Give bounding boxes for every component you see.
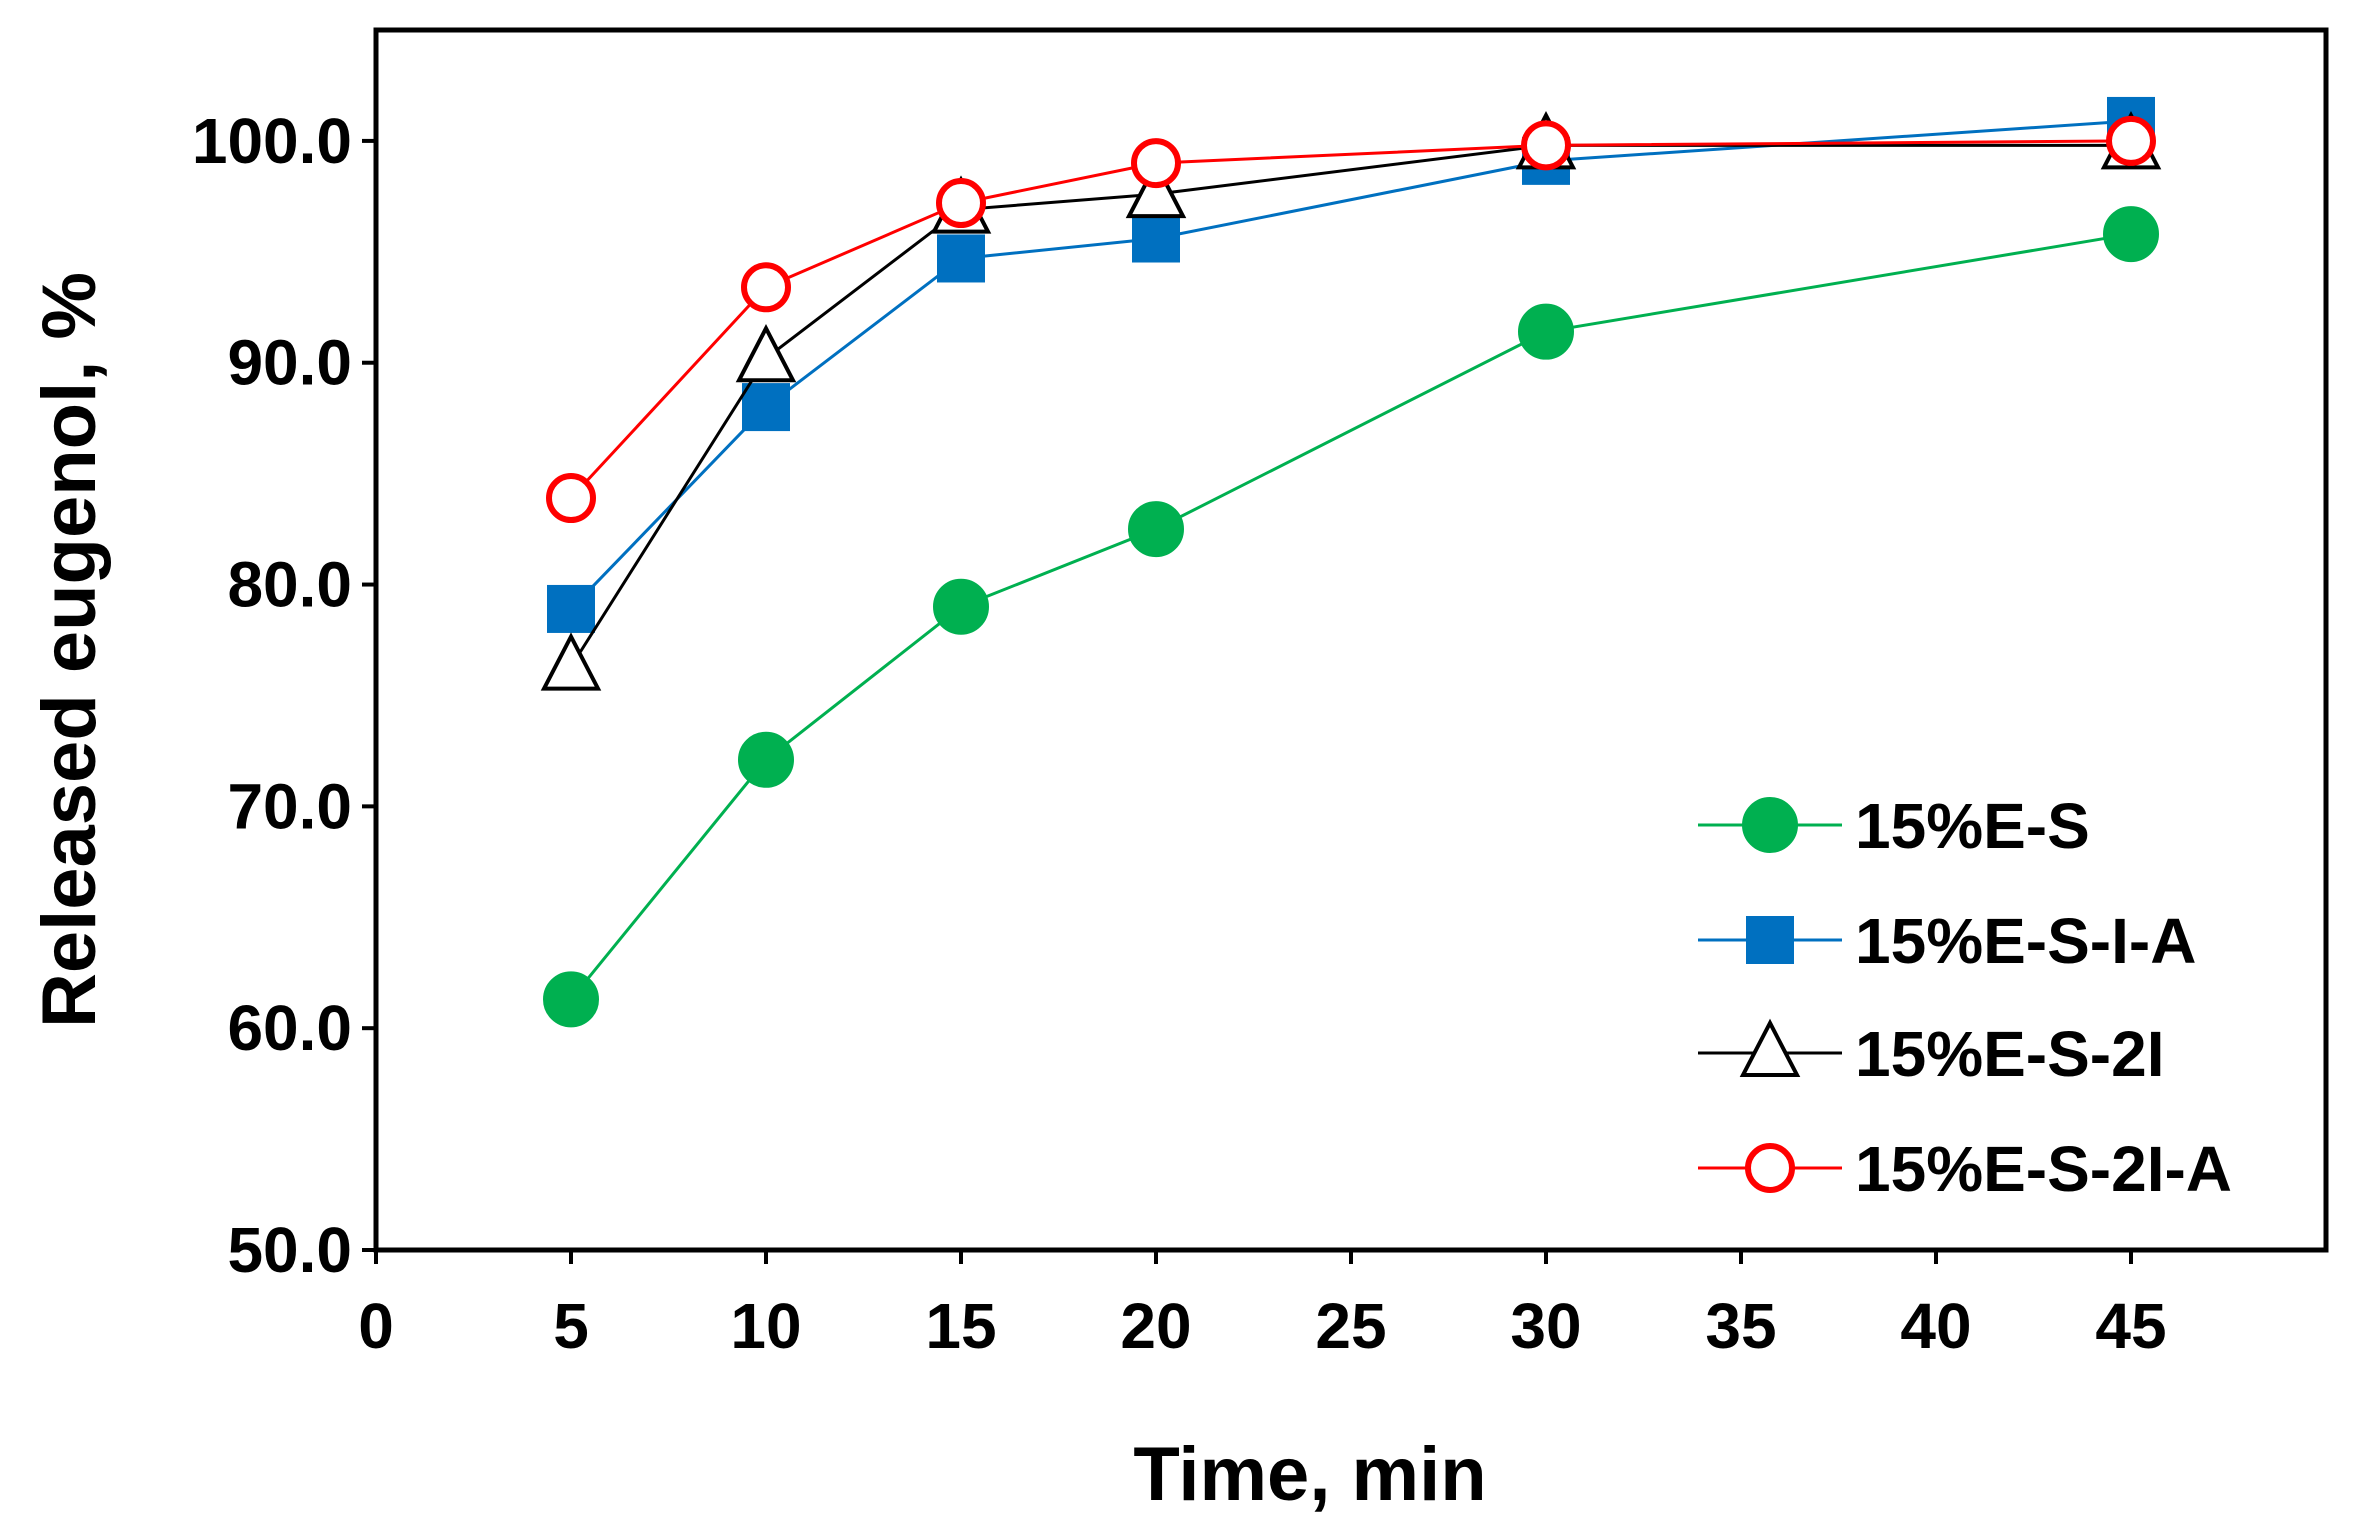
- data-point: [1131, 138, 1181, 189]
- y-tick-label: 70.0: [227, 770, 352, 842]
- series-line: [569, 232, 2132, 1001]
- x-tick-label: 45: [2095, 1290, 2166, 1362]
- legend-item: 15%E-S: [1698, 790, 2090, 862]
- series-15%E-S-2I-A: [546, 115, 2156, 524]
- x-tick-label: 20: [1120, 1290, 1191, 1362]
- x-tick-label: 40: [1900, 1290, 1971, 1362]
- series-15%E-S: [543, 206, 2159, 1028]
- series-line: [569, 119, 2132, 610]
- data-point: [2103, 206, 2159, 263]
- data-point: [936, 178, 986, 229]
- data-point: [1746, 916, 1794, 964]
- legend: 15%E-S 15%E-S-I-A 15%E-S-2I 15%E-S-2I-A: [1698, 790, 2232, 1205]
- y-tick-label: 80.0: [227, 549, 352, 621]
- y-axis-title: Released eugenol, %: [27, 272, 112, 1028]
- y-tick-label: 50.0: [227, 1214, 352, 1286]
- series-line: [569, 139, 2132, 500]
- legend-label: 15%E-S: [1855, 790, 2090, 862]
- data-point: [1739, 1018, 1801, 1077]
- legend-item: 15%E-S-2I-A: [1698, 1133, 2232, 1205]
- data-point: [735, 323, 797, 383]
- data-point: [937, 234, 985, 283]
- x-axis: 0 5 10 15 20 25 30 35 40 45: [358, 1250, 2167, 1362]
- data-point: [1132, 214, 1180, 263]
- data-point: [547, 584, 595, 633]
- data-point: [741, 262, 791, 313]
- data-point: [1742, 797, 1798, 853]
- plot-area: [373, 27, 2329, 1253]
- legend-label: 15%E-S-2I: [1855, 1018, 2164, 1090]
- x-tick-label: 5: [553, 1290, 589, 1362]
- x-tick-label: 10: [730, 1290, 801, 1362]
- x-tick-label: 25: [1315, 1290, 1386, 1362]
- x-tick-label: 15: [925, 1290, 996, 1362]
- data-point: [933, 578, 989, 635]
- data-point: [543, 971, 599, 1028]
- data-point: [540, 632, 602, 691]
- y-tick-label: 60.0: [227, 992, 352, 1064]
- legend-label: 15%E-S-2I-A: [1855, 1133, 2232, 1205]
- data-point: [1745, 1143, 1795, 1193]
- y-tick-label: 90.0: [227, 327, 352, 399]
- x-tick-label: 35: [1705, 1290, 1776, 1362]
- x-axis-title: Time, min: [1133, 1432, 1486, 1517]
- x-tick-label: 30: [1510, 1290, 1581, 1362]
- x-tick-label: 0: [358, 1290, 394, 1362]
- data-point: [1128, 501, 1184, 558]
- data-point: [742, 383, 790, 432]
- data-point: [2106, 115, 2156, 166]
- data-point: [1125, 159, 1187, 219]
- y-tick-label: 100.0: [192, 105, 352, 177]
- legend-label: 15%E-S-I-A: [1855, 905, 2196, 977]
- legend-item: 15%E-S-I-A: [1698, 905, 2196, 977]
- data-point: [1521, 120, 1571, 171]
- data-point: [546, 473, 596, 524]
- data-point: [1518, 303, 1574, 360]
- y-axis: 50.0 60.0 70.0 80.0 90.0 100.0: [192, 105, 376, 1286]
- series-layer: [540, 96, 2162, 1028]
- legend-item: 15%E-S-2I: [1698, 1018, 2164, 1090]
- data-point: [738, 731, 794, 788]
